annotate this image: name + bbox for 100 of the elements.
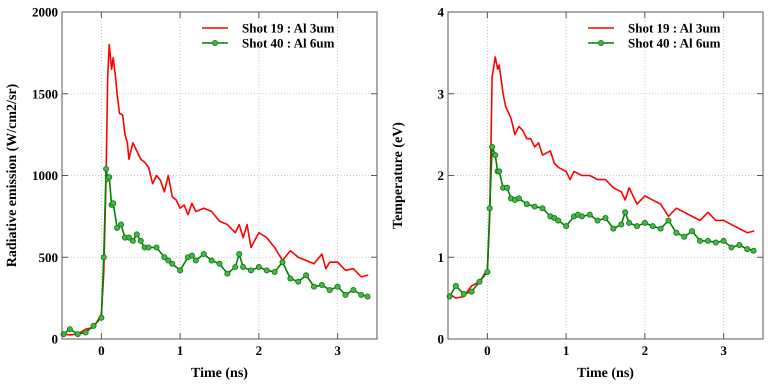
point: [295, 278, 302, 285]
point: [594, 217, 601, 224]
x-tick-label: 3: [334, 343, 342, 358]
x-tick-label: 2: [642, 343, 648, 358]
y-tick-label: 1500: [32, 86, 58, 102]
y-tick-label: 0: [438, 332, 444, 347]
point: [134, 231, 140, 238]
y-axis-title: Radiative emission (W/cm2/sr): [5, 83, 20, 268]
point: [126, 234, 132, 241]
x-tick-label: 0: [98, 343, 105, 358]
point: [720, 238, 727, 244]
point: [358, 292, 364, 298]
y-tick-label: 4: [438, 4, 444, 20]
point: [236, 250, 242, 257]
point: [524, 201, 530, 208]
point: [697, 238, 703, 244]
point: [161, 254, 168, 260]
point: [666, 217, 672, 224]
point: [154, 244, 160, 250]
point: [476, 278, 482, 285]
point: [114, 224, 120, 231]
point: [489, 144, 496, 150]
point: [169, 260, 176, 267]
point: [334, 284, 341, 290]
y-tick-label: 500: [38, 250, 58, 265]
point: [484, 268, 490, 275]
point: [100, 254, 107, 260]
point: [578, 213, 585, 220]
legend-label: Shot 19 : Al 3um: [628, 20, 721, 36]
point: [264, 267, 270, 274]
point: [728, 244, 734, 250]
legend-label: Shot 40 : Al 6um: [628, 36, 721, 51]
point: [650, 223, 656, 230]
point: [280, 259, 286, 266]
point: [240, 264, 246, 270]
point: [622, 209, 628, 216]
point: [712, 240, 719, 246]
point: [468, 288, 475, 295]
point: [66, 326, 73, 332]
point: [642, 220, 648, 226]
point: [555, 217, 562, 224]
point: [232, 264, 238, 270]
point: [504, 184, 510, 191]
point: [618, 222, 624, 228]
point: [704, 238, 711, 244]
point: [200, 250, 207, 257]
point: [486, 205, 493, 212]
point: [248, 267, 254, 274]
y-tick-label: 2000: [32, 4, 58, 20]
x-tick-label: 3: [720, 343, 728, 358]
point: [634, 223, 640, 230]
point: [460, 291, 467, 298]
point: [216, 260, 222, 267]
point: [342, 292, 348, 298]
point: [626, 220, 632, 226]
point: [272, 268, 278, 275]
legend-label: Shot 19 : Al 3um: [242, 20, 335, 36]
point: [74, 331, 81, 338]
point: [177, 267, 184, 274]
point: [318, 282, 325, 288]
legend-label: Shot 40 : Al 6um: [242, 36, 335, 51]
point: [586, 212, 593, 218]
point: [492, 152, 498, 158]
point: [689, 228, 696, 234]
point: [602, 215, 608, 222]
x-tick-label: 2: [256, 343, 262, 358]
point: [256, 264, 262, 270]
point: [98, 314, 104, 321]
point: [118, 222, 124, 228]
y-axis-title: Temperature (eV): [391, 122, 406, 229]
point: [673, 230, 680, 236]
point: [540, 205, 546, 212]
point: [303, 272, 310, 278]
y-tick-label: 1000: [32, 168, 58, 184]
point: [130, 238, 136, 244]
point: [658, 226, 664, 232]
point: [563, 223, 570, 230]
point: [750, 248, 757, 254]
y-tick-label: 2: [438, 168, 444, 184]
x-axis-title: Time (ns): [191, 366, 248, 381]
point: [326, 286, 333, 293]
point: [744, 246, 750, 252]
x-tick-label: 1: [562, 343, 570, 358]
x-tick-label: 1: [176, 343, 184, 358]
point: [681, 234, 688, 240]
point: [192, 258, 199, 264]
point: [516, 195, 522, 202]
point: [287, 276, 294, 282]
y-tick-label: 1: [438, 250, 444, 265]
point: [532, 204, 538, 210]
point: [138, 238, 144, 244]
point: [736, 242, 742, 248]
point: [103, 166, 110, 172]
x-tick-label: 0: [484, 343, 491, 358]
y-tick-label: 3: [438, 86, 444, 102]
point: [350, 286, 356, 293]
point: [90, 322, 96, 329]
point: [146, 244, 152, 250]
point: [165, 258, 172, 264]
point: [364, 293, 371, 300]
